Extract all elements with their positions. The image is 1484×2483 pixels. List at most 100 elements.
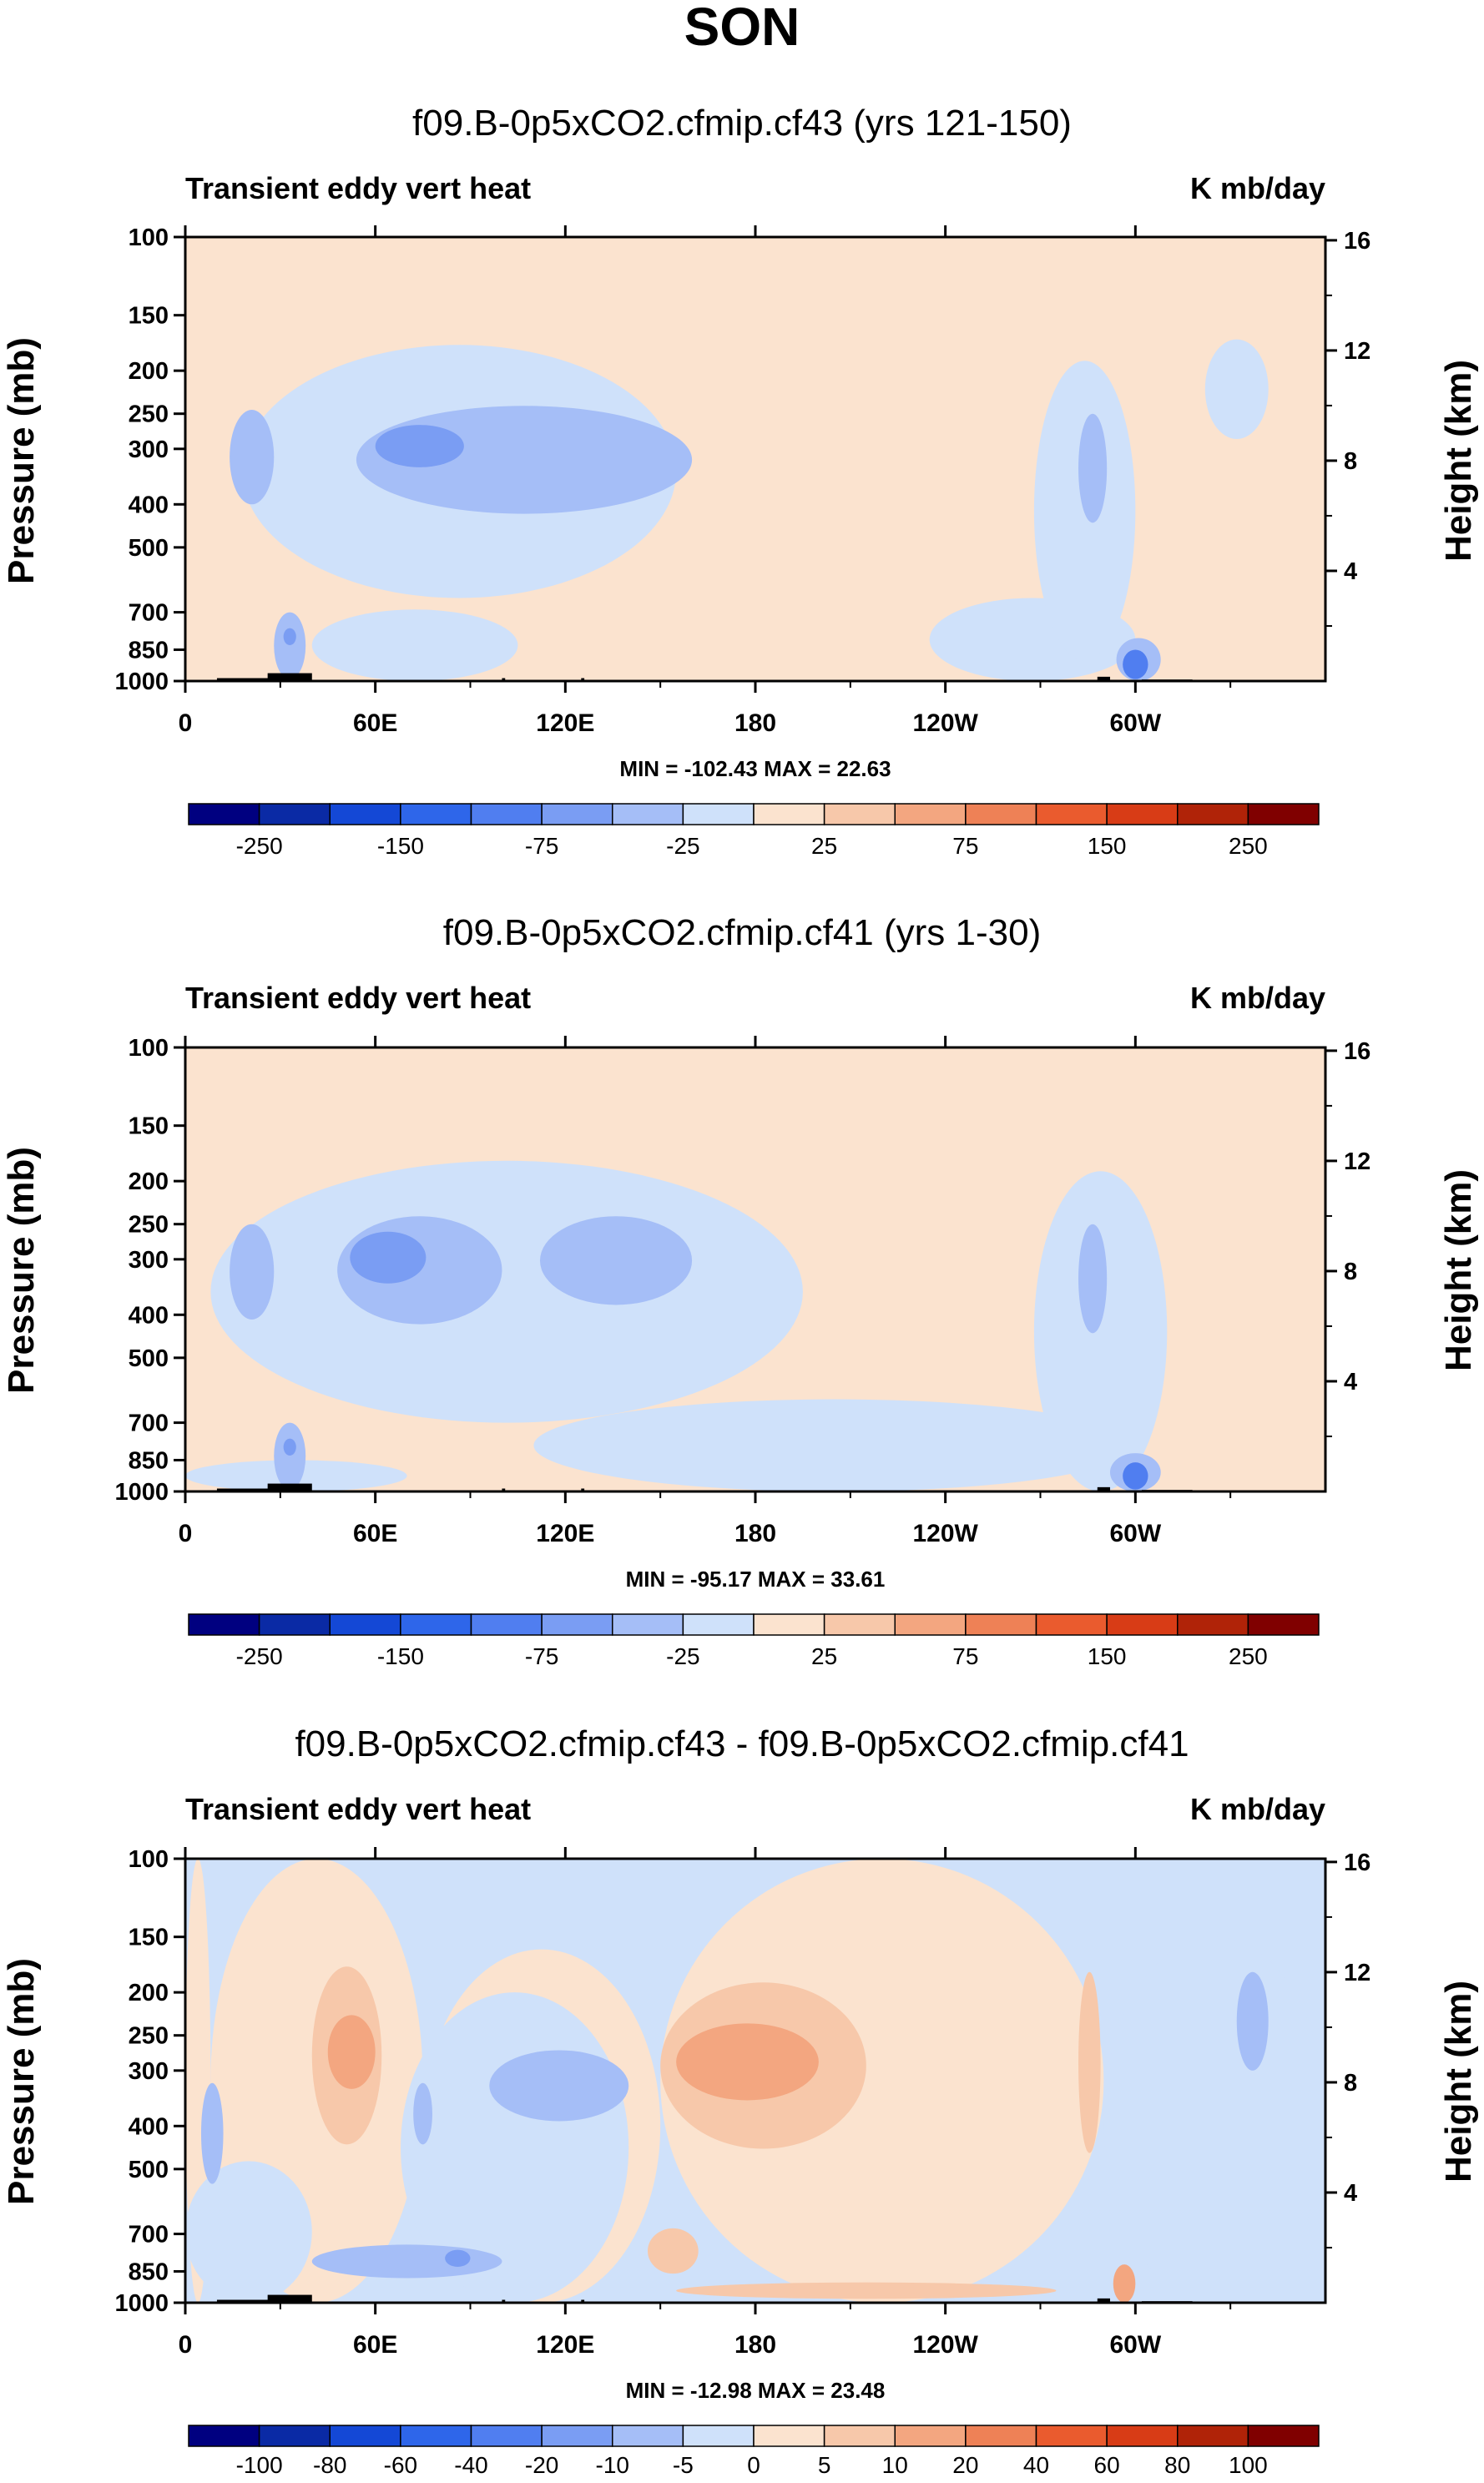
x-tick-label: 60E [353, 709, 397, 737]
colorbar-box [894, 1613, 967, 1636]
topography [502, 678, 506, 681]
contour-region [230, 410, 275, 505]
y-tick-label: 850 [129, 1447, 169, 1474]
colorbar-box [1035, 1613, 1108, 1636]
topography [1097, 2298, 1110, 2303]
contour-region [350, 1231, 427, 1284]
colorbar-label: 25 [811, 1643, 837, 1669]
contour-region [1078, 1224, 1108, 1334]
y-tick-label: 1000 [114, 2290, 169, 2317]
x-tick-label: 60W [1109, 2331, 1161, 2359]
x-tick-label: 120E [536, 2331, 594, 2359]
colorbar-label: 20 [952, 2452, 978, 2478]
panel-1-ylabel: Pressure (mb) [1, 337, 42, 584]
contour-region [185, 2161, 312, 2303]
contour-region [647, 2228, 699, 2274]
panel-3-ylabel: Pressure (mb) [1, 1958, 42, 2205]
panel-1: f09.B-0p5xCO2.cfmip.cf43 (yrs 121-150) T… [1, 103, 1479, 859]
y-tick-label: 200 [129, 358, 169, 385]
contour-region [1033, 1171, 1168, 1491]
contour-region [200, 2082, 224, 2184]
colorbar-box [894, 2425, 967, 2447]
contour-region [311, 609, 518, 681]
colorbar-box [682, 2425, 755, 2447]
y-tick-label: 200 [129, 1980, 169, 2006]
topography [216, 1488, 290, 1491]
colorbar-label: -60 [384, 2452, 417, 2478]
x-tick-label: 120E [536, 709, 594, 737]
x-tick-label: 120W [912, 2331, 978, 2359]
contour-region [1123, 649, 1148, 679]
y-tick-label: 500 [129, 2157, 169, 2183]
y-tick-label: 500 [129, 1345, 169, 1372]
colorbar-label: 250 [1229, 833, 1268, 859]
colorbar-label: 75 [952, 833, 978, 859]
colorbar-box [1177, 2425, 1249, 2447]
colorbar-box [400, 2425, 472, 2447]
contour-region [1078, 413, 1108, 523]
topography [216, 2299, 290, 2303]
contour-region [413, 2082, 432, 2145]
colorbar-box [258, 803, 331, 825]
colorbar-label: 5 [818, 2452, 831, 2478]
colorbar-box [823, 803, 896, 825]
x-tick-label: 60W [1109, 1520, 1161, 1547]
colorbar-box [1247, 803, 1320, 825]
x-tick-label: 0 [179, 709, 193, 737]
colorbar-label: 100 [1229, 2452, 1268, 2478]
y-tick-label: 1000 [114, 1479, 169, 1506]
height-tick-label: 16 [1344, 228, 1370, 255]
topography [581, 678, 585, 681]
colorbar-box [753, 803, 825, 825]
topography [267, 673, 312, 681]
colorbar-box [258, 2425, 331, 2447]
y-tick-label: 500 [129, 535, 169, 562]
height-tick-label: 4 [1344, 2180, 1357, 2207]
y-tick-label: 100 [129, 1846, 169, 1873]
height-tick-label: 8 [1344, 2070, 1357, 2097]
colorbar-box [1106, 803, 1179, 825]
colorbar-box [612, 1613, 684, 1636]
figure-title: SON [684, 0, 800, 57]
y-tick-label: 150 [129, 1925, 169, 1951]
colorbar-box [682, 1613, 755, 1636]
contour-region [375, 425, 464, 467]
colorbar-box [1247, 2425, 1320, 2447]
colorbar-label: 60 [1094, 2452, 1120, 2478]
x-tick-label: 180 [734, 1520, 776, 1547]
colorbar-label: -10 [596, 2452, 629, 2478]
panel-2-stats: MIN = -95.17 MAX = 33.61 [626, 1567, 886, 1592]
x-tick-label: 120W [912, 709, 978, 737]
y-tick-label: 850 [129, 637, 169, 664]
contour-region [1113, 2264, 1136, 2303]
colorbar-box [753, 2425, 825, 2447]
colorbar-box [1247, 1613, 1320, 1636]
x-tick-label: 180 [734, 709, 776, 737]
contour-region [676, 2023, 819, 2101]
colorbar-label: -150 [377, 1643, 424, 1669]
contour-region [230, 1224, 275, 1320]
panel-3-stats: MIN = -12.98 MAX = 23.48 [626, 2378, 886, 2403]
panel-3-title: f09.B-0p5xCO2.cfmip.cf43 - f09.B-0p5xCO2… [295, 1723, 1189, 1764]
y-tick-label: 250 [129, 401, 169, 428]
x-tick-label: 120W [912, 1520, 978, 1547]
y-tick-label: 400 [129, 492, 169, 518]
panel-1-stats: MIN = -102.43 MAX = 22.63 [619, 756, 891, 781]
colorbar-label: 250 [1229, 1643, 1268, 1669]
colorbar-box [541, 2425, 613, 2447]
colorbar-box [470, 803, 543, 825]
contour-region [533, 1399, 1136, 1491]
panel-1-colorbar: -250 -150 -75 -25 25 75 150 250 [188, 803, 1320, 859]
x-tick-label: 120E [536, 1520, 594, 1547]
colorbar-box [612, 2425, 684, 2447]
panel-3-ylabel-right: Height (km) [1438, 1981, 1479, 2183]
y-tick-label: 400 [129, 2113, 169, 2140]
height-tick-label: 12 [1344, 1960, 1370, 1986]
colorbar-box [823, 1613, 896, 1636]
contour-region [1204, 339, 1269, 439]
panel-3: f09.B-0p5xCO2.cfmip.cf43 - f09.B-0p5xCO2… [1, 1723, 1479, 2478]
y-tick-label: 250 [129, 2023, 169, 2050]
topography [1097, 676, 1110, 681]
panel-2-ylabel: Pressure (mb) [1, 1147, 42, 1394]
